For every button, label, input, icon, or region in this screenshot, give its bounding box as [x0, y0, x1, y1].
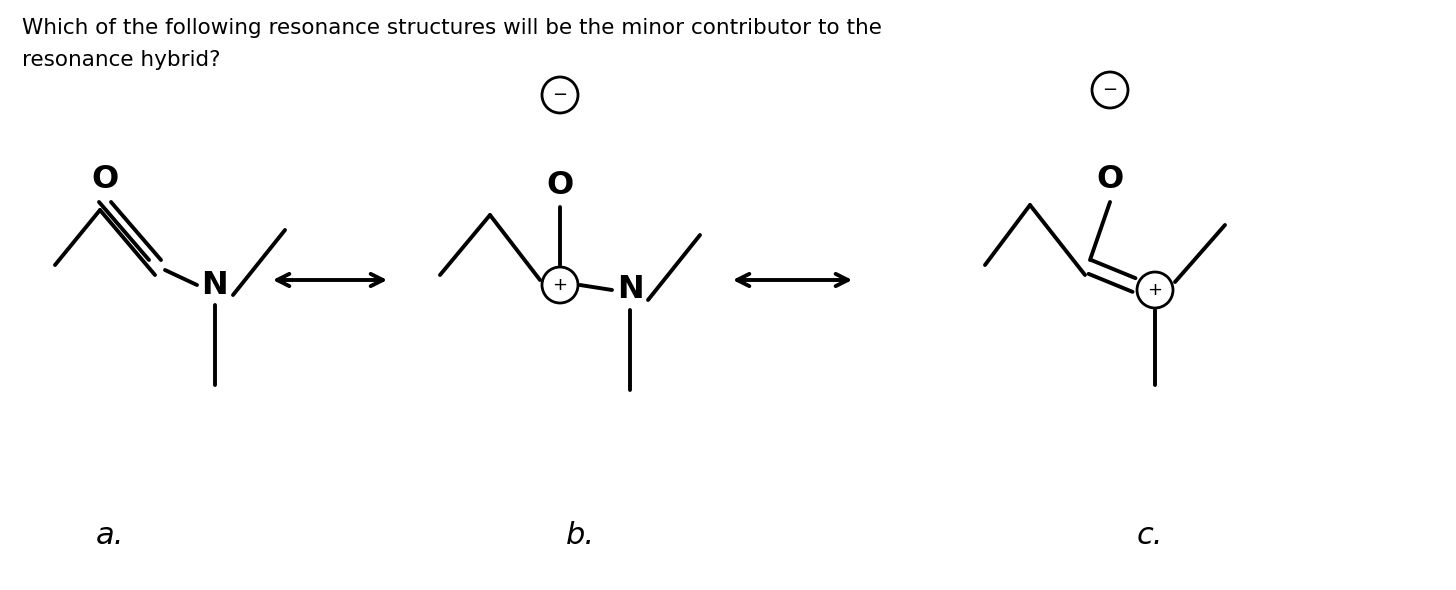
Text: b.: b. [565, 520, 594, 549]
Text: O: O [1096, 165, 1124, 195]
Text: resonance hybrid?: resonance hybrid? [22, 50, 220, 70]
Text: N: N [201, 270, 229, 300]
Text: −: − [1102, 81, 1118, 99]
Text: +: + [1147, 281, 1162, 299]
Text: N: N [617, 274, 644, 306]
Text: +: + [552, 276, 568, 294]
Text: O: O [546, 169, 574, 201]
Text: c.: c. [1137, 520, 1163, 549]
Text: O: O [92, 165, 118, 195]
Text: Which of the following resonance structures will be the minor contributor to the: Which of the following resonance structu… [22, 18, 882, 38]
Text: a.: a. [96, 520, 124, 549]
Text: −: − [552, 86, 568, 104]
